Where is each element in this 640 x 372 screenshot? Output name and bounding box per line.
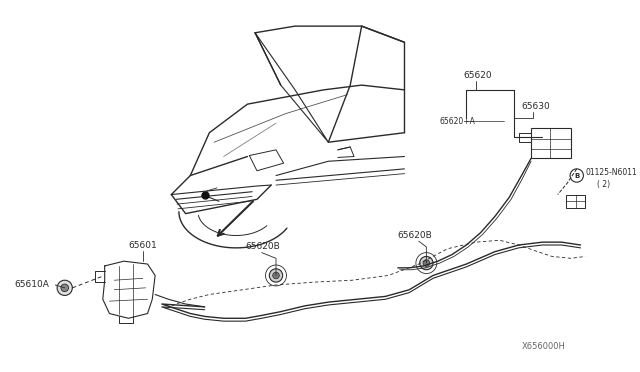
Text: ( 2): ( 2) bbox=[596, 180, 610, 189]
Text: 65610A: 65610A bbox=[14, 280, 49, 289]
Bar bbox=[531, 128, 571, 158]
Text: 65630: 65630 bbox=[522, 102, 550, 110]
Text: 65620+A: 65620+A bbox=[440, 117, 476, 126]
Circle shape bbox=[273, 272, 279, 279]
Text: 65620: 65620 bbox=[463, 71, 492, 80]
Text: 65601: 65601 bbox=[129, 241, 157, 250]
Text: B: B bbox=[574, 173, 579, 179]
Circle shape bbox=[61, 284, 68, 292]
Circle shape bbox=[423, 260, 429, 266]
Circle shape bbox=[420, 256, 433, 270]
Text: 01125-N6011: 01125-N6011 bbox=[586, 168, 637, 177]
Bar bbox=[566, 195, 586, 208]
Circle shape bbox=[57, 280, 72, 295]
Text: X656000H: X656000H bbox=[522, 342, 565, 351]
Circle shape bbox=[269, 269, 283, 282]
Text: 65620B: 65620B bbox=[246, 243, 280, 251]
Text: 65620B: 65620B bbox=[398, 231, 433, 240]
Circle shape bbox=[570, 169, 584, 182]
